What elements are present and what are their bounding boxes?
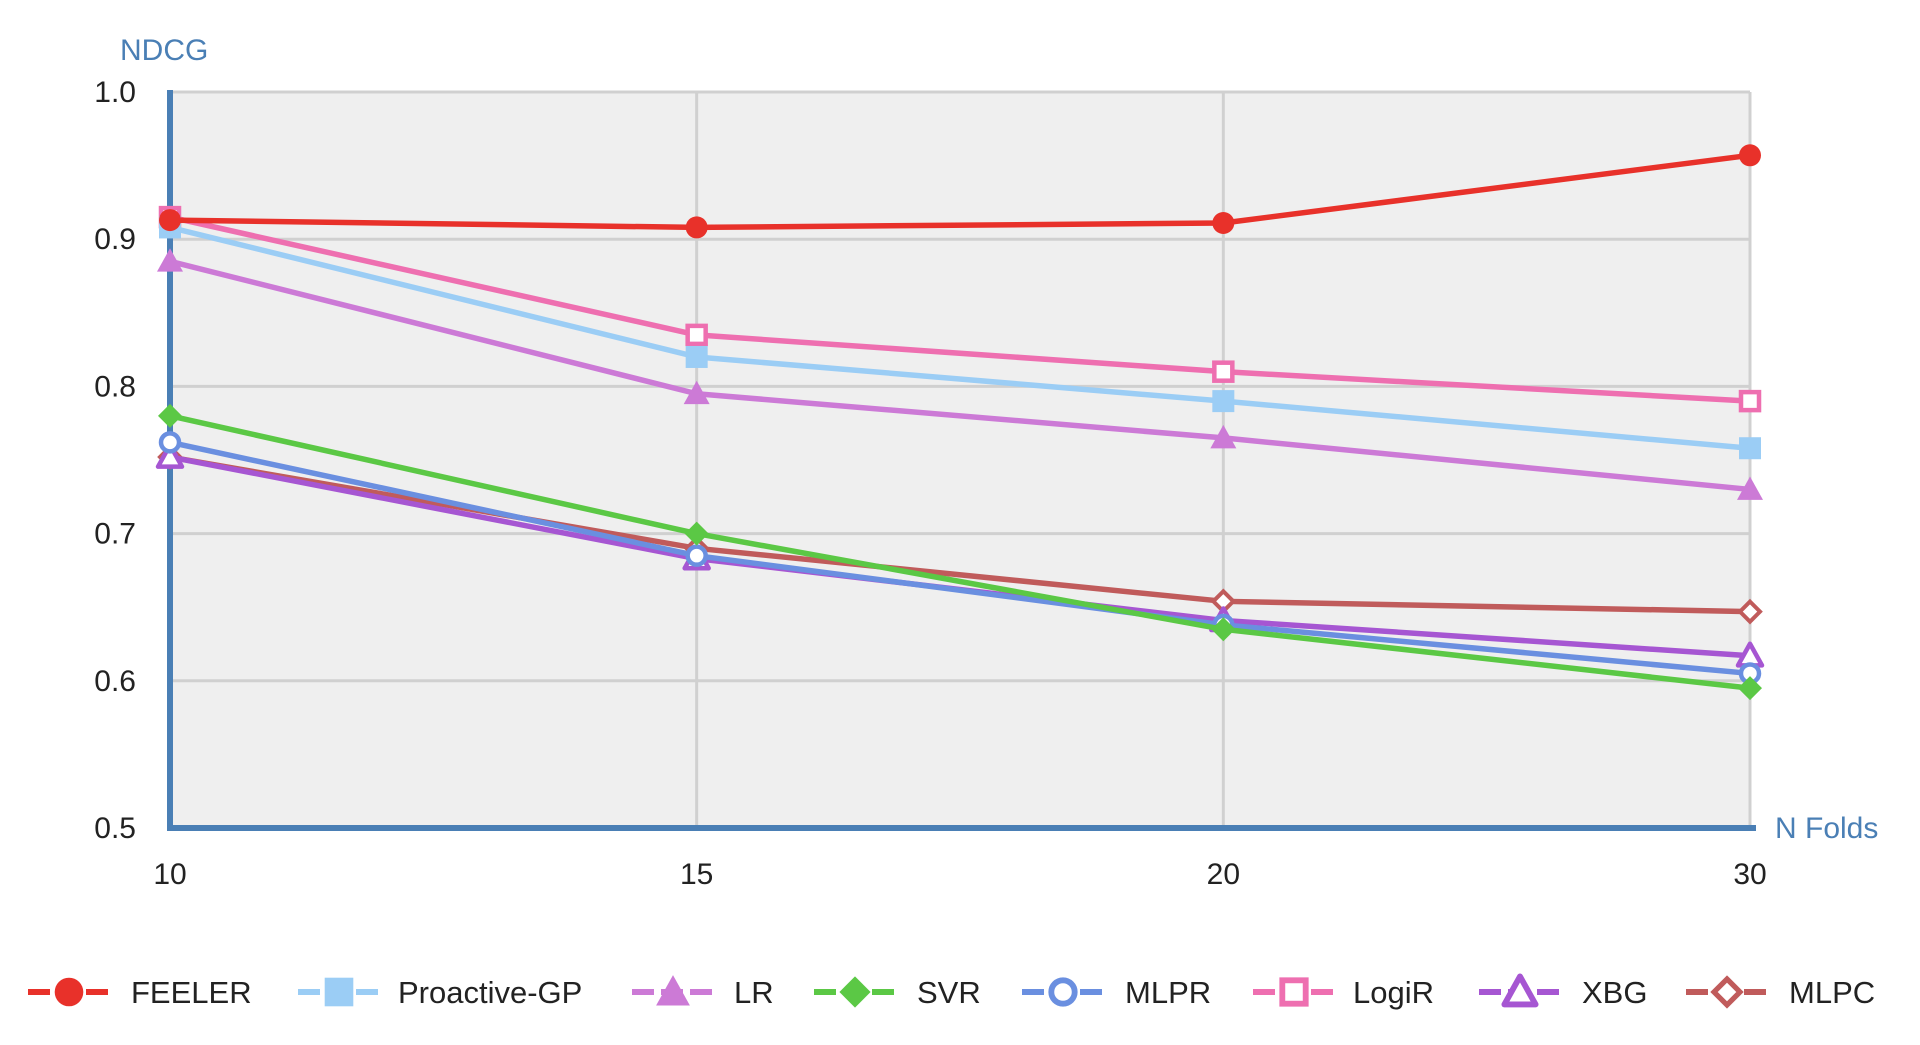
series-feeler xyxy=(159,144,1761,239)
series-svr xyxy=(158,403,1762,701)
data-point-square xyxy=(685,345,708,368)
data-point-hollow-diamond xyxy=(1710,975,1744,1009)
data-point-square xyxy=(1212,390,1235,413)
y-tick-label: 0.8 xyxy=(94,370,136,403)
y-tick-label: 0.7 xyxy=(94,518,136,551)
x-tick-label: 30 xyxy=(1733,858,1766,891)
data-point-triangle xyxy=(1737,476,1763,500)
y-tick-label: 0.6 xyxy=(94,665,136,698)
y-tick-label: 1.0 xyxy=(94,76,136,109)
data-point-diamond xyxy=(684,521,709,546)
legend-label: Proactive-GP xyxy=(398,975,582,1010)
legend-item-lr[interactable]: LR xyxy=(632,975,774,1010)
data-point-triangle xyxy=(157,248,183,272)
legend-label: LR xyxy=(734,975,774,1010)
data-point-circle xyxy=(54,977,84,1007)
data-point-hollow-triangle xyxy=(155,442,185,469)
legend-label: SVR xyxy=(917,975,981,1010)
series-line xyxy=(169,258,1751,493)
legend-item-mlpc[interactable]: MLPC xyxy=(1686,975,1875,1010)
y-tick-label: 0.5 xyxy=(94,812,136,845)
data-point-triangle xyxy=(683,380,710,405)
data-point-hollow-square xyxy=(1212,360,1235,383)
tick-labels: 0.5 0.6 0.7 0.8 0.9 1.0 10 15 20 30 NDCG N Folds xyxy=(94,34,1878,891)
data-point-hollow-diamond xyxy=(1737,598,1763,625)
data-point-diamond xyxy=(839,976,871,1008)
legend-item-svr[interactable]: SVR xyxy=(814,975,981,1010)
legend-label: LogiR xyxy=(1353,975,1434,1010)
data-point-diamond xyxy=(1211,617,1236,642)
data-point-hollow-circle xyxy=(685,544,708,567)
legend-label: XBG xyxy=(1582,975,1647,1010)
data-point-circle xyxy=(159,209,181,232)
legend-item-proactive-gp[interactable]: Proactive-GP xyxy=(298,975,582,1010)
series-line xyxy=(169,413,1751,691)
data-point-hollow-square xyxy=(685,323,708,347)
data-point-square xyxy=(1739,437,1761,460)
series-mlpr xyxy=(158,431,1762,685)
series-lines xyxy=(155,144,1765,701)
x-tick-label: 20 xyxy=(1207,858,1240,891)
x-tick-label: 10 xyxy=(153,858,186,891)
data-point-circle xyxy=(685,216,708,239)
data-point-triangle xyxy=(656,975,690,1006)
x-axis-title: N Folds xyxy=(1775,812,1878,845)
data-point-diamond xyxy=(158,403,182,428)
data-point-circle xyxy=(1739,144,1761,167)
legend-label: FEELER xyxy=(131,975,252,1010)
series-line xyxy=(169,454,1751,615)
series-line xyxy=(169,439,1751,677)
grid-lines xyxy=(168,90,1752,830)
series-line xyxy=(169,224,1751,451)
y-tick-label: 0.9 xyxy=(94,223,136,256)
data-point-square xyxy=(324,977,354,1007)
series-line xyxy=(169,152,1751,231)
plot-background xyxy=(170,92,1750,828)
series-lr xyxy=(157,248,1763,500)
legend-item-logir[interactable]: LogiR xyxy=(1253,975,1434,1010)
legend-item-mlpr[interactable]: MLPR xyxy=(1022,975,1211,1010)
legend: FEELER Proactive-GP LR SVR MLPR LogiR XBG MLPC xyxy=(28,973,1875,1010)
y-axis-title: NDCG xyxy=(120,34,208,67)
data-point-hollow-triangle xyxy=(1501,973,1539,1008)
legend-label: MLPC xyxy=(1789,975,1875,1010)
data-point-circle xyxy=(1212,212,1235,235)
data-point-hollow-square xyxy=(1738,389,1762,413)
data-point-hollow-circle xyxy=(1048,977,1078,1007)
data-point-hollow-circle xyxy=(158,431,182,454)
plot-area xyxy=(170,92,1750,828)
legend-item-xbg[interactable]: XBG xyxy=(1479,973,1647,1010)
legend-label: MLPR xyxy=(1125,975,1211,1010)
data-point-triangle xyxy=(1210,424,1237,449)
data-point-hollow-square xyxy=(1279,977,1309,1007)
legend-item-feeler[interactable]: FEELER xyxy=(28,975,252,1010)
x-tick-label: 15 xyxy=(680,858,713,891)
data-point-diamond xyxy=(1738,676,1762,701)
series-line xyxy=(169,214,1751,404)
